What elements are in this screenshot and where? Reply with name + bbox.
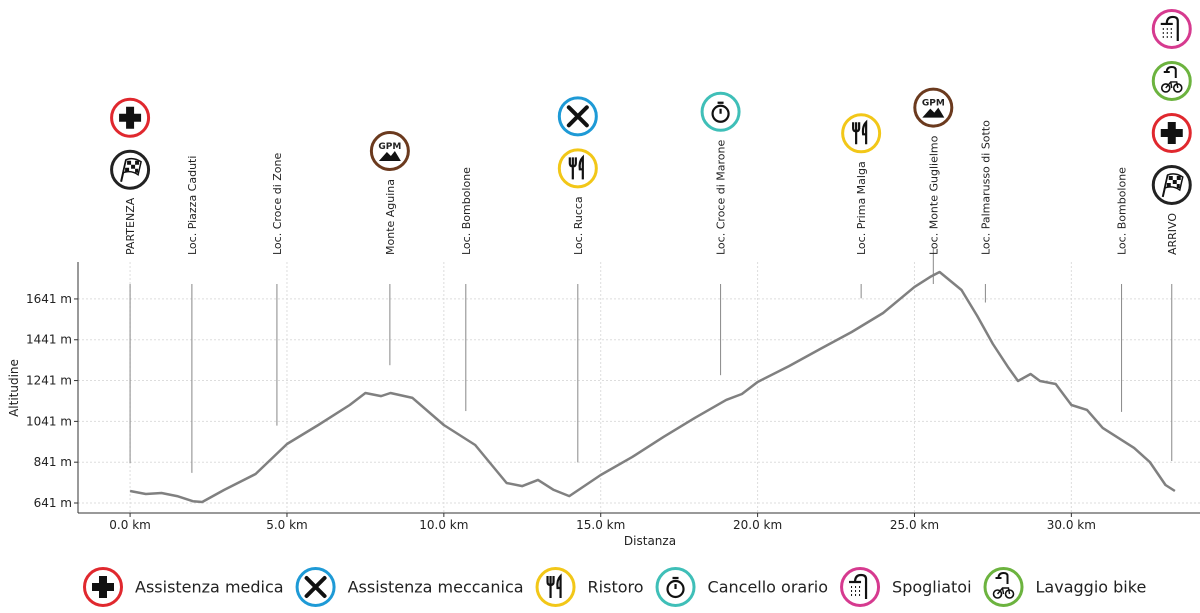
icon-medical — [110, 97, 151, 138]
glyph — [992, 589, 1003, 599]
y-tick-label: 641 m — [34, 496, 72, 510]
icon-mechanic — [557, 96, 598, 137]
y-tick-label: 841 m — [34, 455, 72, 469]
icon-flag — [1151, 164, 1192, 205]
glyph — [546, 573, 562, 598]
glyph — [1163, 65, 1177, 78]
icon-bike — [983, 567, 1024, 607]
icon-mechanic — [295, 567, 336, 607]
icon-time — [655, 567, 696, 607]
legend-label: Assistenza meccanica — [348, 578, 524, 597]
glyph — [1165, 81, 1179, 89]
waypoint-label: Loc. Prima Malga — [855, 161, 868, 255]
glyph — [1160, 15, 1179, 41]
glyph — [711, 104, 730, 123]
glyph — [566, 105, 589, 128]
profile-line — [129, 270, 1176, 504]
glyph — [92, 576, 114, 598]
x-axis-label: Distanza — [624, 534, 676, 548]
glyph — [1160, 83, 1171, 93]
x-tick-label: 25.0 km — [890, 518, 939, 532]
glyph — [995, 571, 1009, 584]
icon-bike — [1151, 60, 1192, 101]
icon-time — [700, 91, 741, 132]
waypoint-label: Loc. Piazza Caduti — [186, 156, 199, 255]
glyph — [852, 119, 868, 145]
glyph — [851, 586, 861, 596]
glyph — [717, 101, 724, 114]
waypoint-label: Loc. Monte Guglielmo — [927, 135, 940, 255]
legend-label: Ristoro — [588, 578, 644, 597]
icon-food — [841, 113, 882, 154]
x-tick-label: 0.0 km — [109, 518, 151, 532]
glyph — [922, 107, 945, 118]
y-tick-label: 1441 m — [26, 333, 72, 347]
icon-food — [535, 567, 576, 607]
icon-ring — [841, 113, 882, 154]
glyph — [125, 160, 140, 173]
icon-flag — [110, 149, 151, 190]
icon-gpm: GPM — [913, 87, 954, 128]
waypoint-label: PARTENZA — [124, 197, 137, 255]
legend-label: Spogliatoi — [892, 578, 971, 597]
glyph — [1162, 27, 1172, 38]
icon-food — [557, 148, 598, 189]
icon-gpm: GPM — [369, 130, 410, 171]
waypoint-label: Monte Aguina — [384, 179, 397, 255]
y-axis-label: Altitudine — [7, 359, 21, 417]
icon-shower — [840, 567, 881, 607]
icon-shower — [1151, 8, 1192, 49]
y-tick-label: 1041 m — [26, 414, 72, 428]
waypoint-label: Loc. Palmarusso di Sotto — [979, 120, 992, 255]
icon-ring — [557, 148, 598, 189]
glyph — [666, 579, 685, 599]
glyph — [119, 106, 142, 129]
waypoint-label: Loc. Bombolone — [460, 167, 473, 255]
y-tick-label: 1641 m — [26, 292, 72, 306]
y-tick-label: 1241 m — [26, 374, 72, 388]
glyph — [1166, 175, 1181, 188]
gpm-label: GPM — [378, 142, 401, 152]
legend-label: Assistenza medica — [135, 578, 284, 597]
glyph — [996, 587, 1011, 595]
x-tick-label: 5.0 km — [266, 518, 308, 532]
waypoint-label: ARRIVO — [1166, 213, 1179, 255]
icon-medical — [1151, 112, 1192, 153]
x-tick-label: 30.0 km — [1047, 518, 1096, 532]
waypoint-label: Loc. Croce di Zone — [271, 153, 284, 255]
icon-ring — [1151, 60, 1192, 101]
x-tick-label: 10.0 km — [419, 518, 468, 532]
waypoint-label: Loc. Croce di Marone — [715, 140, 728, 255]
icon-ring — [983, 567, 1024, 607]
icon-medical — [83, 567, 123, 607]
glyph — [568, 154, 584, 180]
waypoint-label: Loc. Rucca — [572, 196, 585, 255]
legend-label: Cancello orario — [708, 578, 829, 597]
glyph — [378, 150, 401, 161]
glyph — [1160, 121, 1183, 144]
gpm-label: GPM — [922, 99, 945, 109]
x-tick-label: 15.0 km — [576, 518, 625, 532]
glyph — [672, 576, 679, 589]
icon-ring — [535, 567, 576, 607]
glyph — [849, 573, 868, 599]
legend-label: Lavaggio bike — [1036, 578, 1147, 597]
glyph — [304, 576, 327, 598]
waypoint-label: Loc. Bombolone — [1116, 167, 1129, 255]
x-tick-label: 20.0 km — [733, 518, 782, 532]
